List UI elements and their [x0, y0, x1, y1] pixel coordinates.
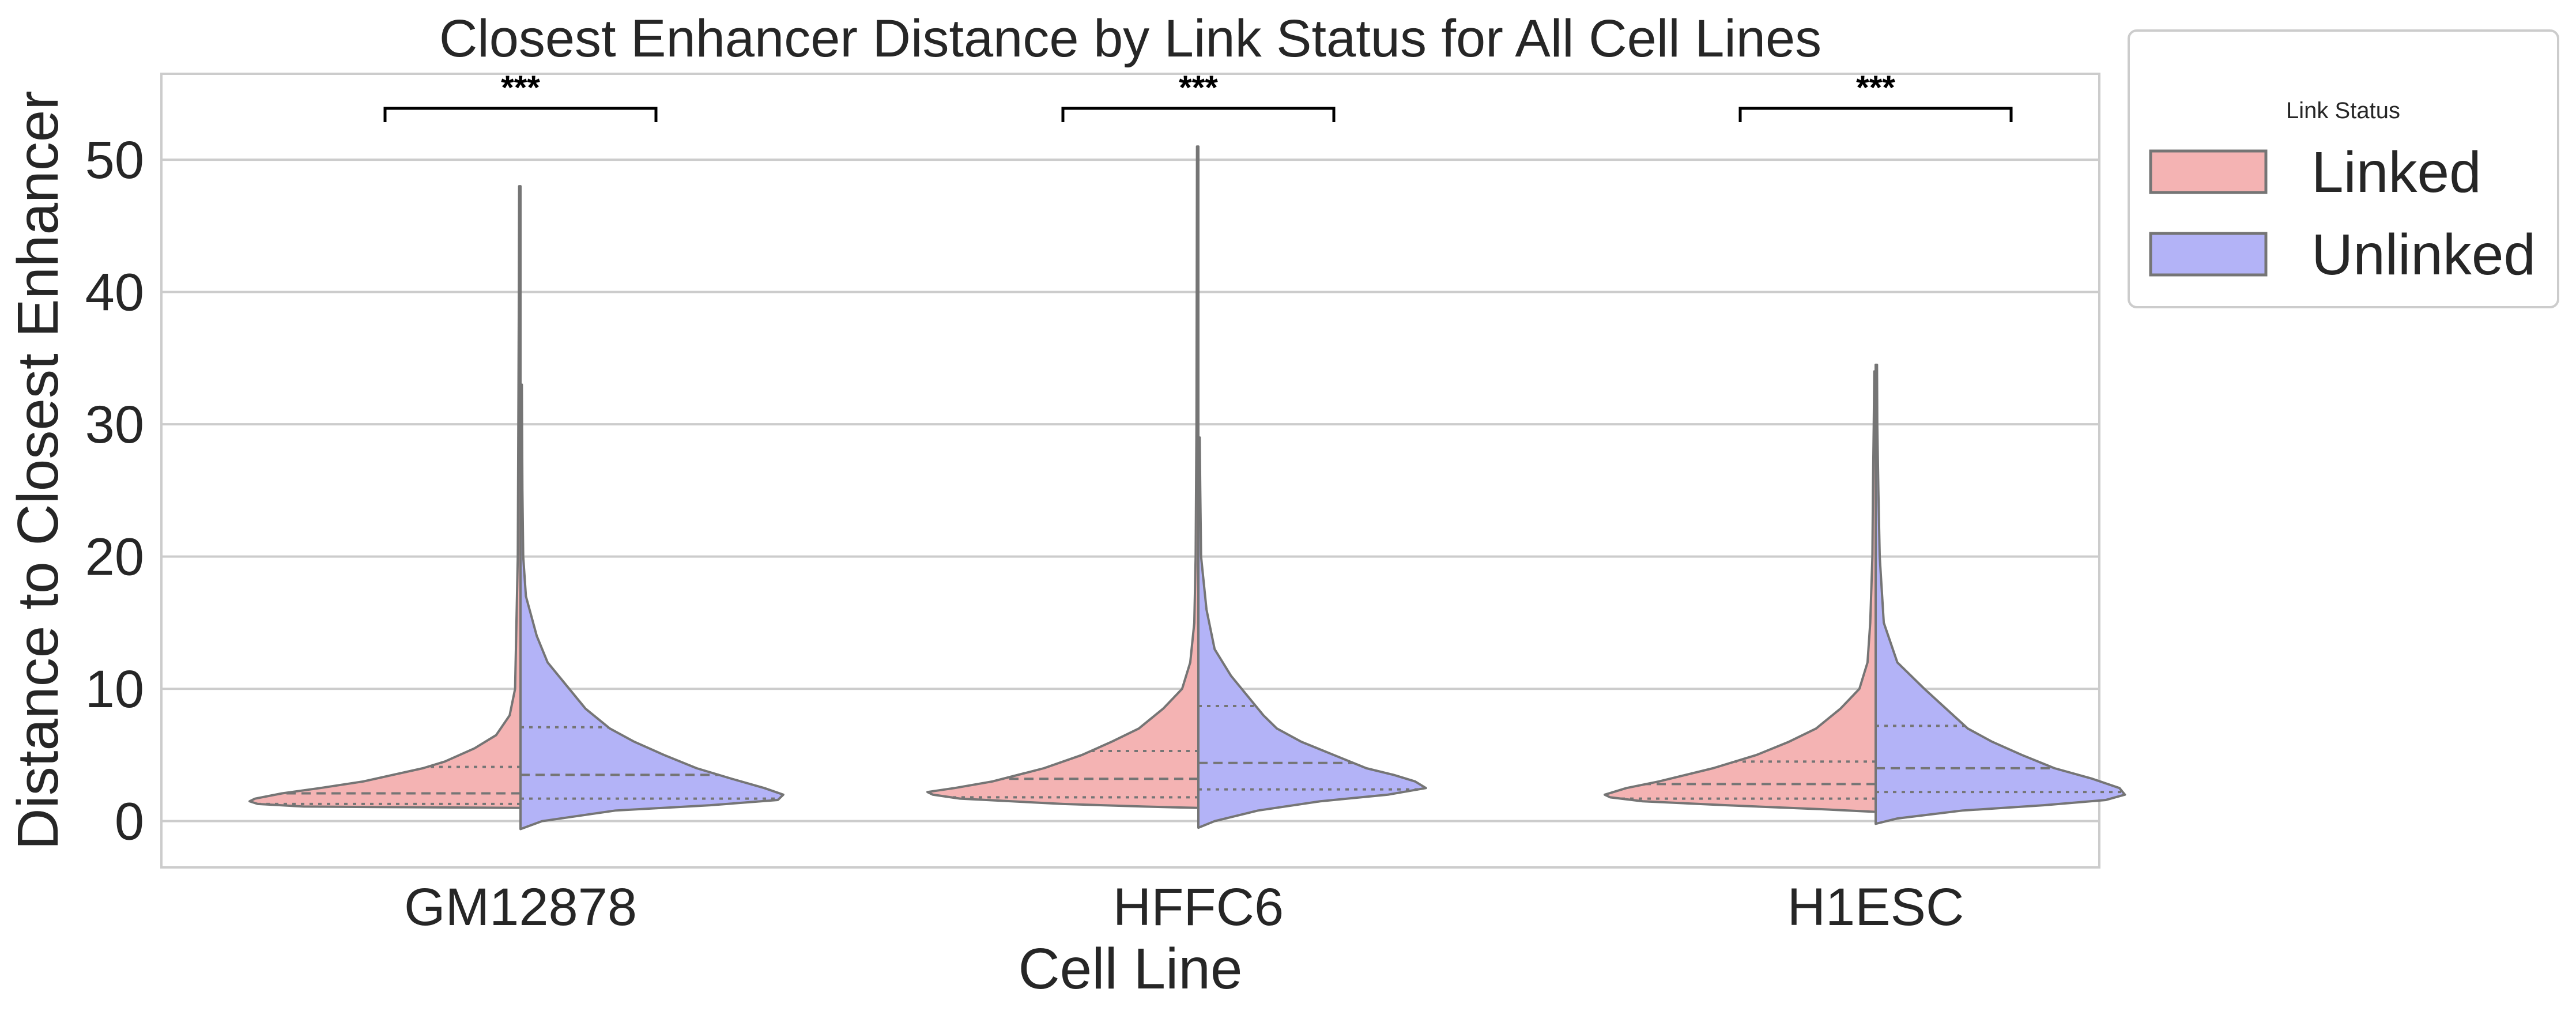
significance-label: ***: [1179, 69, 1218, 107]
y-tick-label: 10: [85, 660, 144, 719]
chart-title: Closest Enhancer Distance by Link Status…: [439, 9, 1821, 68]
x-tick-label: H1ESC: [1787, 878, 1964, 937]
legend: Link Status Linked Unlinked: [2128, 29, 2559, 308]
x-axis-ticks: GM12878 HFFC6 H1ESC: [404, 878, 1964, 937]
violin-linked-hffc6: [926, 145, 1200, 809]
grid-lines: [161, 158, 2099, 822]
significance-bracket: [1738, 107, 2013, 122]
x-tick-label: HFFC6: [1113, 878, 1284, 937]
violin-linked-h1esc: [1604, 370, 1877, 813]
legend-title: Link Status: [2286, 98, 2400, 123]
violin-unlinked-gm12878: [519, 383, 785, 831]
y-tick-label: 20: [85, 528, 144, 587]
y-tick-label: 40: [85, 263, 144, 322]
violin-linked-gm12878: [248, 185, 522, 809]
y-tick-label: 0: [115, 792, 144, 851]
significance-label: ***: [1856, 69, 1895, 107]
significance-bracket: [1061, 107, 1336, 122]
x-axis-label: Cell Line: [1018, 937, 1242, 1001]
significance-label: ***: [501, 69, 540, 107]
legend-swatch-unlinked: [2149, 232, 2268, 277]
legend-label-linked: Linked: [2311, 140, 2481, 205]
x-tick-label: GM12878: [404, 878, 637, 937]
y-axis-label: Distance to Closest Enhancer: [6, 90, 70, 850]
significance-brackets: *** *** ***: [383, 69, 2013, 122]
violin-unlinked-h1esc: [1875, 363, 2126, 825]
legend-swatch-linked: [2149, 149, 2268, 194]
plot-frame: [160, 73, 2100, 869]
y-tick-label: 30: [85, 395, 144, 454]
significance-bracket: [383, 107, 658, 122]
y-tick-label: 50: [85, 131, 144, 190]
violins: [248, 145, 2126, 831]
y-axis-ticks: 0 10 20 30 40 50: [85, 131, 144, 851]
legend-label-unlinked: Unlinked: [2311, 222, 2536, 287]
violin-unlinked-hffc6: [1197, 436, 1427, 829]
